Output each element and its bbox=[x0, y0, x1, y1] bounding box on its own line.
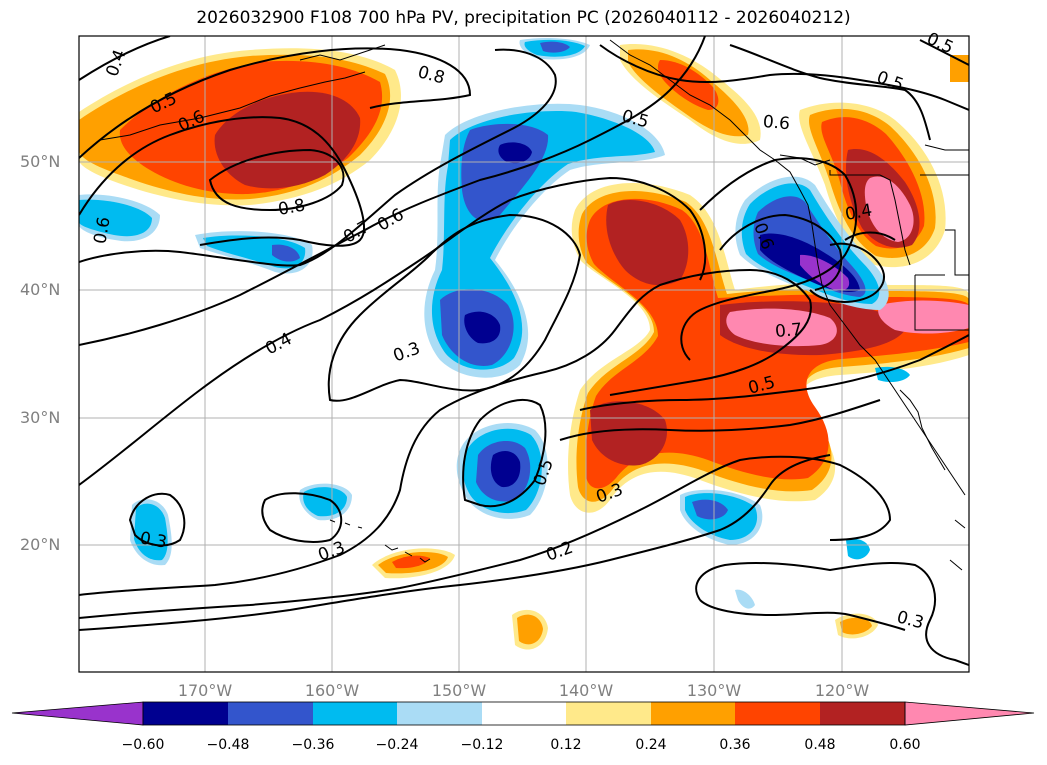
longitude-label: 160°W bbox=[304, 681, 360, 700]
longitude-label: 170°W bbox=[177, 681, 233, 700]
latitude-label: 50°N bbox=[20, 152, 61, 171]
colorbar-tick-label: 0.24 bbox=[635, 737, 667, 753]
colorbar-tick-label: −0.36 bbox=[291, 737, 335, 753]
map-title: 2026032900 F108 700 hPa PV, precipitatio… bbox=[196, 8, 851, 28]
colorbar-bin bbox=[143, 702, 228, 725]
colorbar-bin bbox=[482, 702, 566, 725]
contour-label: 0.6 bbox=[90, 215, 114, 245]
contour-label: 0.3 bbox=[138, 528, 168, 552]
colorbar-bin bbox=[735, 702, 820, 725]
weather-map: 0.4 0.5 0.6 0.8 0.8 0.6 0.7 0.6 0.4 0.3 … bbox=[78, 29, 970, 673]
colorbar-tick-label: 0.48 bbox=[804, 737, 836, 753]
precipitation-shading bbox=[79, 37, 969, 650]
colorbar-bin bbox=[397, 702, 482, 725]
longitude-label: 120°W bbox=[814, 681, 870, 700]
latitude-label: 20°N bbox=[20, 535, 61, 554]
colorbar-bin bbox=[566, 702, 651, 725]
pv-contours bbox=[79, 36, 969, 666]
colorbar-tick-label: −0.12 bbox=[460, 737, 504, 753]
colorbar bbox=[11, 701, 1035, 726]
gridlines bbox=[79, 36, 969, 672]
colorbar-bin bbox=[651, 702, 735, 725]
colorbar-tick-label: −0.24 bbox=[375, 737, 419, 753]
colorbar-tick-label: 0.36 bbox=[719, 737, 751, 753]
contour-label: 0.6 bbox=[762, 112, 791, 134]
colorbar-bin bbox=[820, 702, 905, 725]
colorbar-extend-high bbox=[904, 701, 1035, 726]
colorbar-bin bbox=[313, 702, 397, 725]
colorbar-tick-label: −0.48 bbox=[206, 737, 250, 753]
contour-label: 0.7 bbox=[774, 320, 803, 342]
coastlines bbox=[99, 39, 969, 571]
latitude-label: 40°N bbox=[20, 280, 61, 299]
longitude-label: 130°W bbox=[686, 681, 742, 700]
contour-label: 0.4 bbox=[844, 201, 874, 225]
colorbar-tick-label: −0.60 bbox=[121, 737, 165, 753]
colorbar-bin bbox=[228, 702, 313, 725]
latitude-label: 30°N bbox=[20, 408, 61, 427]
longitude-label: 140°W bbox=[558, 681, 614, 700]
contour-label: 0.8 bbox=[277, 196, 307, 220]
colorbar-extend-low bbox=[11, 701, 144, 726]
colorbar-tick-label: 0.12 bbox=[550, 737, 582, 753]
longitude-label: 150°W bbox=[431, 681, 487, 700]
map-frame bbox=[78, 35, 970, 673]
colorbar-tick-label: 0.60 bbox=[889, 737, 921, 753]
